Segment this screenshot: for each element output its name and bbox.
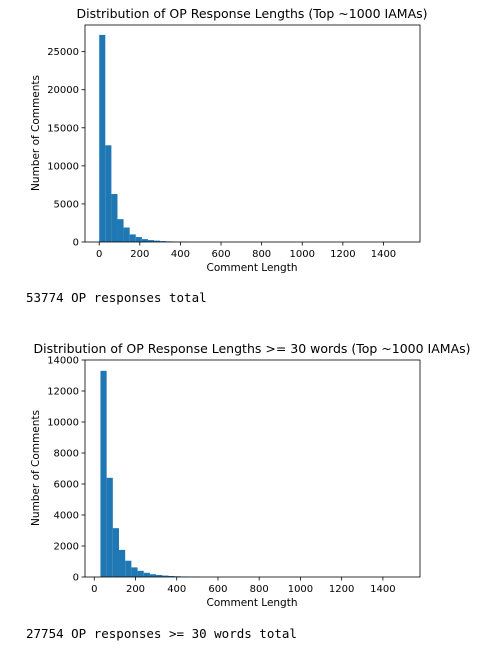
y-axis-label: Number of Comments — [30, 410, 42, 526]
x-tick-label: 600 — [208, 584, 227, 595]
histogram-bar — [156, 574, 163, 577]
histogram-bar — [112, 528, 120, 577]
chart-title: Distribution of OP Response Lengths (Top… — [76, 6, 427, 21]
histogram-bar — [117, 219, 124, 242]
histogram-bar — [111, 194, 118, 242]
x-tick-label: 1000 — [288, 584, 313, 595]
histogram-bar — [149, 574, 157, 577]
y-tick-label: 2000 — [54, 542, 79, 553]
y-tick-label: 25000 — [47, 47, 79, 58]
histogram-bar — [100, 370, 107, 577]
chart1-summary-output: 53774 OP responses total — [26, 290, 207, 305]
histogram-bar — [105, 145, 112, 242]
histogram-bar — [154, 240, 161, 242]
plot-frame — [84, 24, 421, 243]
x-tick-label: 400 — [167, 584, 186, 595]
x-tick-label: 800 — [252, 249, 271, 260]
histogram-all-responses: Distribution of OP Response Lengths (Top… — [30, 6, 428, 274]
x-tick-label: 1200 — [329, 584, 354, 595]
histogram-bar — [160, 241, 167, 242]
x-tick-label: 1400 — [370, 584, 395, 595]
histogram-bar — [137, 570, 144, 577]
y-tick-label: 12000 — [47, 387, 79, 398]
y-tick-label: 10000 — [47, 418, 79, 429]
bars — [100, 370, 200, 578]
y-tick-label: 0 — [73, 238, 79, 249]
y-tick-label: 4000 — [54, 511, 79, 522]
y-tick-label: 20000 — [47, 85, 79, 96]
histogram-bar — [131, 567, 138, 577]
histogram-bar — [129, 234, 136, 242]
x-axis-ticks: 0 200 400 600 800 1000 1200 1400 — [91, 577, 396, 595]
x-tick-label: 200 — [126, 584, 145, 595]
y-tick-label: 6000 — [54, 480, 79, 491]
histogram-bar — [162, 575, 169, 577]
y-axis-ticks: 0 5000 10000 15000 20000 25000 — [47, 47, 85, 249]
histogram-bar — [143, 572, 150, 577]
y-tick-label: 8000 — [54, 449, 79, 460]
y-axis-label: Number of Comments — [30, 75, 42, 191]
y-axis-ticks: 0 2000 4000 6000 8000 10000 12000 14000 — [47, 356, 85, 584]
histogram-bar — [119, 549, 126, 578]
y-tick-label: 5000 — [54, 199, 79, 210]
plot-frame — [84, 359, 421, 578]
histogram-bar — [168, 575, 175, 577]
x-axis-label: Comment Length — [207, 597, 298, 609]
y-tick-label: 0 — [73, 573, 79, 584]
chart-title: Distribution of OP Response Lengths >= 3… — [33, 341, 470, 356]
x-tick-label: 600 — [211, 249, 230, 260]
x-tick-label: 1000 — [290, 249, 315, 260]
histogram-bar — [141, 239, 148, 242]
x-axis-ticks: 0 200 400 600 800 1000 1200 1400 — [96, 242, 396, 260]
histogram-bar — [106, 477, 113, 577]
y-tick-label: 15000 — [47, 123, 79, 134]
histogram-bar — [123, 227, 130, 242]
bars — [99, 34, 191, 243]
x-tick-label: 1200 — [330, 249, 355, 260]
x-tick-label: 1400 — [371, 249, 396, 260]
y-tick-label: 10000 — [47, 161, 79, 172]
histogram-long-responses: Distribution of OP Response Lengths >= 3… — [30, 341, 471, 609]
histogram-bar — [147, 240, 155, 242]
x-tick-label: 0 — [91, 584, 97, 595]
x-axis-label: Comment Length — [207, 262, 298, 274]
histogram-bar — [125, 560, 132, 577]
x-tick-label: 400 — [171, 249, 190, 260]
histogram-bar — [99, 34, 106, 243]
x-tick-label: 800 — [250, 584, 269, 595]
x-tick-label: 0 — [96, 249, 102, 260]
y-tick-label: 14000 — [47, 356, 79, 367]
chart2-summary-output: 27754 OP responses >= 30 words total — [26, 626, 297, 641]
histogram-bar — [135, 237, 142, 242]
x-tick-label: 200 — [130, 249, 149, 260]
